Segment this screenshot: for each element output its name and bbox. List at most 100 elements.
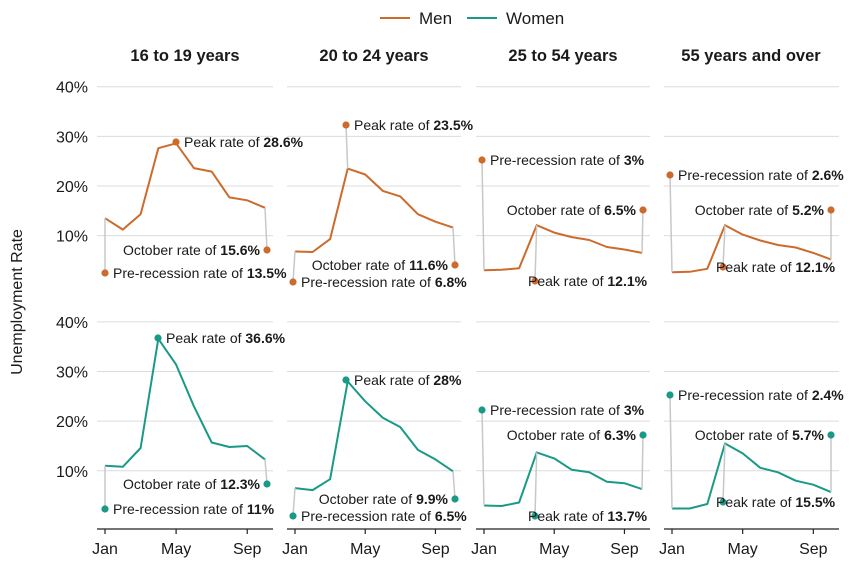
pre-recession-connector bbox=[669, 174, 673, 273]
pre-recession-connector bbox=[481, 409, 485, 506]
october-dot bbox=[827, 431, 835, 439]
series-line-men bbox=[483, 224, 643, 272]
y-tick-label: 40% bbox=[56, 80, 88, 97]
x-tick-label: May bbox=[728, 541, 758, 558]
annotation-group: Pre-recession rate of 3% October rate of … bbox=[478, 402, 648, 524]
peak-connector bbox=[534, 225, 538, 282]
pre-recession-dot bbox=[101, 505, 109, 513]
peak-label: Peak rate of 12.1% bbox=[716, 259, 836, 275]
october-connector bbox=[452, 227, 456, 266]
y-tick-label: 30% bbox=[56, 129, 88, 146]
x-tick-label: Jan bbox=[92, 541, 118, 558]
pre-recession-dot bbox=[666, 171, 674, 179]
pre-recession-dot bbox=[289, 512, 297, 520]
peak-label: Peak rate of 15.5% bbox=[716, 494, 836, 510]
panel-title: 20 to 24 years bbox=[319, 47, 428, 65]
peak-dot bbox=[719, 263, 727, 271]
october-label: October rate of 6.3% bbox=[507, 427, 637, 443]
october-label: October rate of 5.7% bbox=[695, 427, 825, 443]
october-dot bbox=[827, 206, 835, 214]
peak-dot bbox=[531, 512, 539, 520]
pre-recession-label: Pre-recession rate of 6.5% bbox=[301, 508, 467, 524]
y-tick-label: 20% bbox=[56, 414, 88, 431]
y-tick-label: 20% bbox=[56, 179, 88, 196]
pre-recession-dot bbox=[478, 156, 486, 164]
y-tick-label: 30% bbox=[56, 365, 88, 382]
october-connector bbox=[452, 471, 456, 500]
october-label: October rate of 5.2% bbox=[695, 202, 825, 218]
peak-dot bbox=[154, 334, 162, 342]
october-label: October rate of 6.5% bbox=[507, 202, 637, 218]
october-connector bbox=[641, 209, 644, 253]
x-tick-label: May bbox=[539, 541, 569, 558]
series-line-women bbox=[483, 451, 643, 507]
x-tick-label: Sep bbox=[233, 541, 262, 558]
y-axis-title: Unemployment Rate bbox=[9, 229, 26, 375]
peak-connector bbox=[534, 452, 538, 517]
october-dot bbox=[263, 246, 271, 254]
panel-title: 25 to 54 years bbox=[508, 47, 617, 65]
series-line-women bbox=[104, 337, 266, 468]
x-tick-label: Jan bbox=[659, 541, 685, 558]
series-line-men bbox=[671, 224, 832, 274]
october-dot bbox=[639, 431, 647, 439]
peak-label: Peak rate of 23.5% bbox=[354, 117, 474, 133]
y-tick-label: 10% bbox=[56, 229, 88, 246]
annotation-group: Pre-recession rate of 6.5%October rate o… bbox=[289, 372, 467, 524]
x-tick-label: May bbox=[161, 541, 191, 558]
x-tick-label: Jan bbox=[282, 541, 308, 558]
panel-title: 16 to 19 years bbox=[130, 47, 239, 65]
series-line-men bbox=[294, 167, 454, 253]
pre-recession-label: Pre-recession rate of 3% bbox=[490, 402, 645, 418]
october-label: October rate of 11.6% bbox=[312, 257, 449, 273]
peak-connector bbox=[722, 443, 726, 503]
peak-dot bbox=[342, 376, 350, 384]
peak-label: Peak rate of 28% bbox=[354, 372, 462, 388]
pre-recession-label: Pre-recession rate of 2.6% bbox=[678, 167, 844, 183]
pre-recession-dot bbox=[101, 269, 109, 277]
october-dot bbox=[451, 261, 459, 269]
annotation-group: Pre-recession rate of 11% October rate of… bbox=[101, 330, 286, 517]
legend-women-label: Women bbox=[506, 9, 564, 28]
legend-men-label: Men bbox=[419, 9, 452, 28]
peak-label: Peak rate of 36.6% bbox=[166, 330, 286, 346]
legend: Men Women bbox=[380, 9, 564, 28]
october-connector bbox=[264, 207, 268, 251]
peak-dot bbox=[172, 138, 180, 146]
peak-dot bbox=[719, 498, 727, 506]
series-line-men bbox=[104, 142, 266, 231]
pre-recession-dot bbox=[289, 278, 297, 286]
october-label: October rate of 15.6% bbox=[123, 242, 261, 258]
annotation-group: Pre-recession rate of 3% October rate of … bbox=[478, 152, 648, 289]
pre-recession-connector bbox=[292, 251, 296, 283]
peak-connector bbox=[345, 124, 349, 169]
peak-dot bbox=[531, 277, 539, 285]
x-tick-label: Jan bbox=[471, 541, 497, 558]
y-tick-label: 40% bbox=[56, 315, 88, 332]
annotation-group: Pre-recession rate of 6.8%October rate o… bbox=[289, 117, 474, 290]
peak-label: Peak rate of 28.6% bbox=[184, 134, 304, 150]
series-line-women bbox=[672, 442, 832, 510]
peak-connector bbox=[722, 225, 726, 268]
panel-title: 55 years and over bbox=[681, 47, 821, 65]
x-tick-label: May bbox=[350, 541, 380, 558]
october-label: October rate of 9.9% bbox=[319, 491, 449, 507]
peak-dot bbox=[342, 121, 350, 129]
annotation-group: Pre-recession rate of 2.4% October rate o… bbox=[666, 387, 844, 510]
pre-recession-label: Pre-recession rate of 6.8% bbox=[301, 274, 467, 290]
pre-recession-connector bbox=[481, 159, 485, 271]
annotation-group: Pre-recession rate of 2.6% October rate o… bbox=[666, 167, 844, 275]
y-tick-label: 10% bbox=[56, 464, 88, 481]
pre-recession-connector bbox=[669, 394, 673, 509]
october-dot bbox=[451, 495, 459, 503]
pre-recession-connector bbox=[292, 488, 296, 517]
october-label: October rate of 12.3% bbox=[123, 476, 261, 492]
october-connector bbox=[264, 459, 268, 485]
x-tick-label: Sep bbox=[421, 541, 450, 558]
annotation-group: Pre-recession rate of 13.5% October rate … bbox=[101, 134, 304, 281]
october-dot bbox=[639, 206, 647, 214]
x-tick-label: Sep bbox=[799, 541, 828, 558]
series-line-women bbox=[294, 380, 454, 492]
pre-recession-label: Pre-recession rate of 3% bbox=[490, 152, 645, 168]
